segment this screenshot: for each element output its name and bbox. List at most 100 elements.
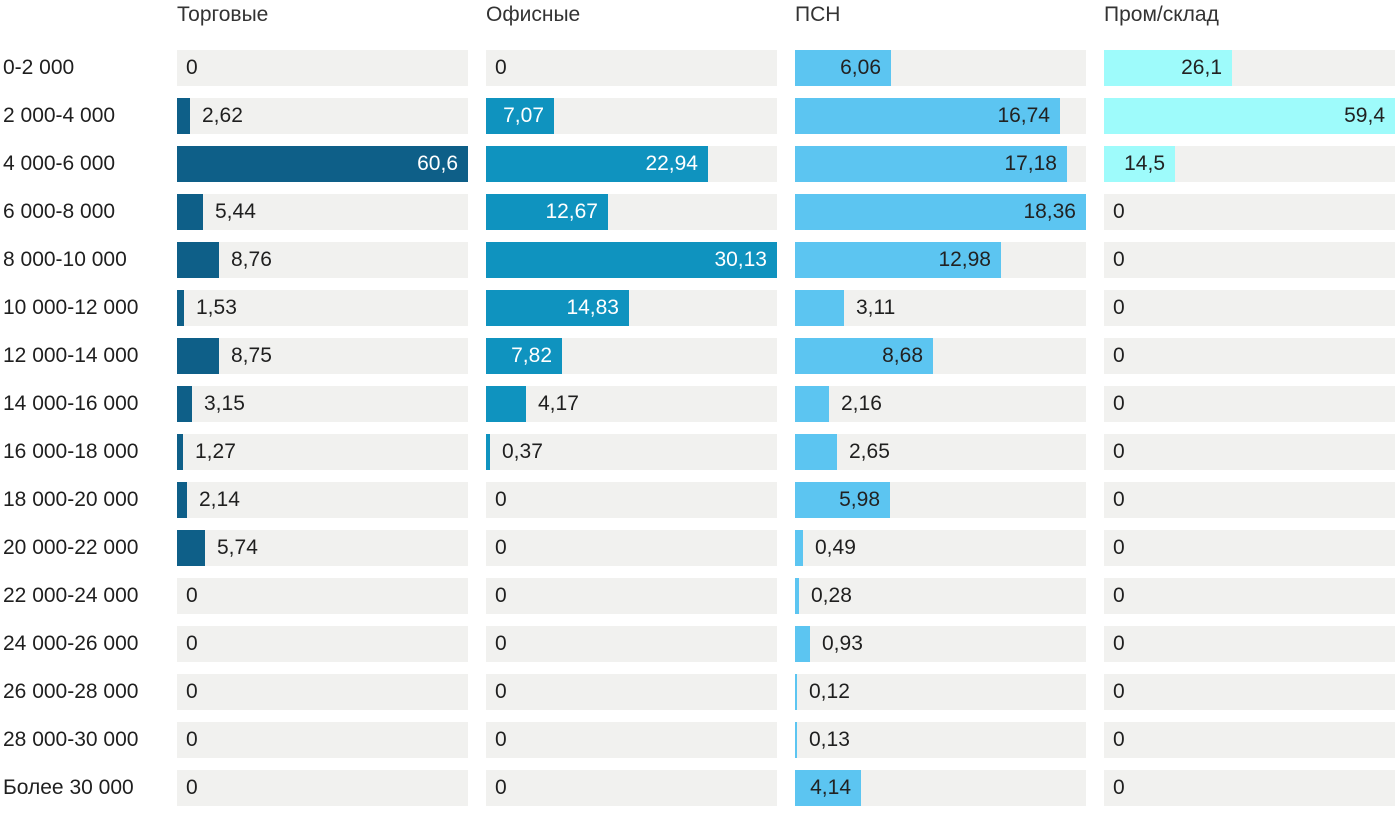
- bar-value-label: 4,17: [538, 392, 579, 415]
- bar-value-label: 7,07: [503, 104, 544, 127]
- bar-fill: [177, 146, 468, 182]
- column-header-3: ПСН: [795, 3, 841, 26]
- bar-fill: [795, 770, 861, 806]
- bar-value-label: 0,93: [822, 632, 863, 655]
- bar-fill: [795, 98, 1060, 134]
- bar-value-label: 0: [1113, 584, 1125, 607]
- bar-track: 0: [1104, 194, 1395, 230]
- bar-track: 1,27: [177, 434, 468, 470]
- bar-fill: [795, 674, 797, 710]
- bar-fill: [177, 434, 183, 470]
- bar-value-label: 0: [1113, 200, 1125, 223]
- bar-track: 0: [486, 626, 777, 662]
- bar-value-label: 5,74: [217, 536, 258, 559]
- bar-value-label: 0: [1113, 728, 1125, 751]
- bar-fill: [795, 722, 797, 758]
- bar-value-label: 0: [186, 632, 198, 655]
- bar-track: 5,44: [177, 194, 468, 230]
- bar-fill: [795, 386, 829, 422]
- row-label: 16 000-18 000: [3, 440, 139, 463]
- bar-value-label: 0: [1113, 536, 1125, 559]
- bar-track: 18,36: [795, 194, 1086, 230]
- bar-track: 2,14: [177, 482, 468, 518]
- bar-value-label: 12,67: [545, 200, 598, 223]
- bar-track: 0: [177, 770, 468, 806]
- bar-track: 22,94: [486, 146, 777, 182]
- bar-track: 0: [177, 674, 468, 710]
- bar-track: 3,15: [177, 386, 468, 422]
- row-label: 14 000-16 000: [3, 392, 139, 415]
- bar-track: 2,16: [795, 386, 1086, 422]
- bar-track: 0,49: [795, 530, 1086, 566]
- row-label: 8 000-10 000: [3, 248, 127, 271]
- bar-value-label: 0: [186, 56, 198, 79]
- bar-fill: [795, 242, 1001, 278]
- bar-value-label: 3,15: [204, 392, 245, 415]
- bar-track: 0: [1104, 386, 1395, 422]
- bar-value-label: 0: [1113, 344, 1125, 367]
- bar-track: 0: [177, 626, 468, 662]
- bar-track: 7,07: [486, 98, 777, 134]
- row-label: Более 30 000: [3, 776, 134, 799]
- bar-track: 0,37: [486, 434, 777, 470]
- bar-track: 14,5: [1104, 146, 1395, 182]
- column-header-2: Офисные: [486, 3, 581, 26]
- bar-fill: [795, 290, 844, 326]
- bar-track: 0: [1104, 722, 1395, 758]
- row-label: 2 000-4 000: [3, 104, 116, 127]
- bar-track: 0: [1104, 482, 1395, 518]
- row-label: 4 000-6 000: [3, 152, 116, 175]
- row-label: 26 000-28 000: [3, 680, 139, 703]
- bar-track: 0: [486, 50, 777, 86]
- bar-fill: [795, 146, 1067, 182]
- bar-value-label: 16,74: [997, 104, 1050, 127]
- bar-value-label: 2,62: [202, 104, 243, 127]
- bar-track: 1,53: [177, 290, 468, 326]
- bar-value-label: 30,13: [714, 248, 767, 271]
- bar-fill: [795, 338, 933, 374]
- bar-track: 6,06: [795, 50, 1086, 86]
- bar-value-label: 0: [1113, 248, 1125, 271]
- row-label: 20 000-22 000: [3, 536, 139, 559]
- bar-value-label: 0: [186, 680, 198, 703]
- bar-track: 5,74: [177, 530, 468, 566]
- bar-value-label: 17,18: [1004, 152, 1057, 175]
- bar-track: 0: [486, 770, 777, 806]
- bar-fill: [486, 242, 777, 278]
- bar-track: 0: [1104, 674, 1395, 710]
- bar-value-label: 6,06: [840, 56, 881, 79]
- bar-track: 17,18: [795, 146, 1086, 182]
- bar-value-label: 59,4: [1344, 104, 1385, 127]
- bar-value-label: 5,98: [839, 488, 880, 511]
- bar-value-label: 0,49: [815, 536, 856, 559]
- bar-value-label: 0: [1113, 632, 1125, 655]
- bar-track: 16,74: [795, 98, 1086, 134]
- bar-fill: [1104, 146, 1175, 182]
- bar-track: 0: [177, 722, 468, 758]
- bar-fill: [795, 50, 891, 86]
- bar-track: 4,17: [486, 386, 777, 422]
- bar-track: 12,67: [486, 194, 777, 230]
- bar-value-label: 0: [1113, 488, 1125, 511]
- bar-fill: [795, 194, 1086, 230]
- bar-value-label: 0: [1113, 776, 1125, 799]
- bar-fill: [795, 530, 803, 566]
- bar-value-label: 0: [1113, 440, 1125, 463]
- bar-track: 0: [486, 530, 777, 566]
- bar-track: 0: [1104, 530, 1395, 566]
- bar-value-label: 0,12: [809, 680, 850, 703]
- bar-fill: [486, 146, 708, 182]
- bar-value-label: 3,11: [856, 296, 896, 319]
- row-label: 18 000-20 000: [3, 488, 139, 511]
- bar-track: 0: [1104, 578, 1395, 614]
- bar-fill: [486, 338, 562, 374]
- row-label: 28 000-30 000: [3, 728, 139, 751]
- bar-value-label: 14,5: [1124, 152, 1165, 175]
- bar-fill: [795, 626, 810, 662]
- bar-track: 0: [177, 50, 468, 86]
- bar-track: 8,76: [177, 242, 468, 278]
- bar-track: 7,82: [486, 338, 777, 374]
- row-label: 10 000-12 000: [3, 296, 139, 319]
- bar-track: 59,4: [1104, 98, 1395, 134]
- row-label: 24 000-26 000: [3, 632, 139, 655]
